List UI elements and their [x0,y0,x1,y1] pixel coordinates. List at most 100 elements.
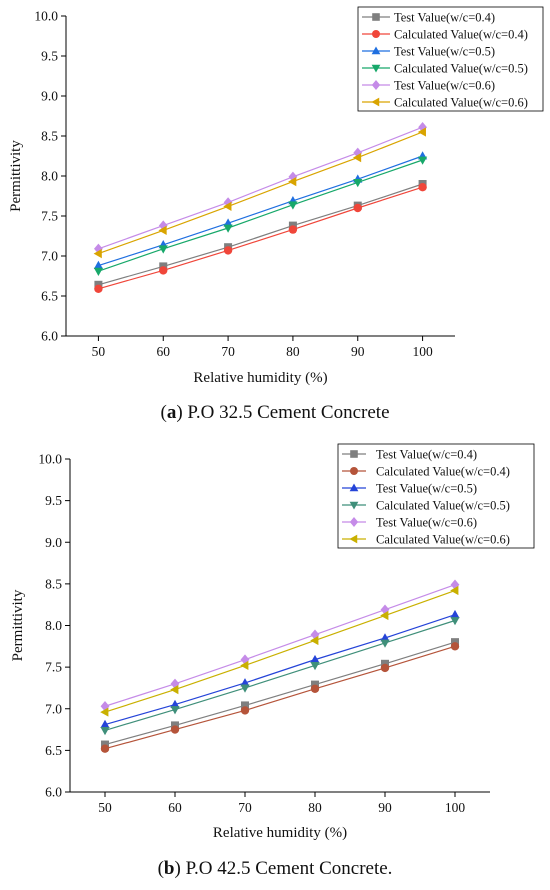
chart-2-legend: Test Value(w/c=0.4) Calculated Value(w/c=… [337,443,535,549]
chart-2-series-5-point [310,629,320,640]
chart-1-x-tick-label: 60 [157,344,171,359]
chart-2-series-2-point [310,684,320,693]
chart-1-legend-swatch-marker [371,46,381,55]
chart-2-series-6-point [100,707,109,717]
chart-2-series-3-line [104,614,456,726]
chart-1-series-4-point [223,224,233,233]
chart-1-series-4-point [93,267,104,276]
chart-2-y-tick-label: 10.0 [38,452,62,467]
chart-2-series-2-line [104,645,456,750]
chart-2-series-3-point [170,699,180,708]
chart-1-series-2-point [353,203,362,213]
chart-2-series-2-point [450,642,460,651]
chart-1-series-2-point [418,183,427,192]
chart-1-y-tick-label: 10.0 [34,9,58,24]
chart-2-series-4 [100,617,460,736]
chart-1-series-6-line [98,131,423,255]
chart-2-x-tick-label: 70 [238,800,252,815]
chart-1-series-4-point [353,179,363,188]
chart-2-y-tick-label: 6.0 [45,785,62,800]
chart-1-x-tick-label: 70 [221,344,235,359]
chart-1-series-6-point [417,127,426,137]
chart-2-y-tick-label: 6.5 [45,743,62,758]
chart-2-legend-label: Calculated Value(w/c=0.4) [376,464,510,478]
chart-2-series-1-line [104,641,456,746]
chart-1-caption-label: a [167,402,177,423]
chart-2-series-4-point [240,684,250,693]
chart-2-series-3 [100,609,460,728]
chart-2-series-4-point [170,706,180,715]
chart-1-legend-swatch-marker [372,30,380,38]
chart-2-series-2 [100,642,460,753]
chart-2-y-tick-label: 9.0 [45,535,62,550]
chart-1-series-5-line [98,126,423,250]
chart-1-series-6-point [223,201,232,211]
chart-2-series-4-point [100,726,110,736]
chart-1-series-6-point [352,153,362,163]
chart-1-y-tick-label: 9.0 [41,89,58,104]
chart-2-legend-swatch-marker [349,501,359,510]
chart-1-series-3-point [93,260,104,269]
chart-2-series-6 [100,585,459,717]
chart-2-legend-box [337,443,535,549]
chart-2-legend-label: Test Value(w/c=0.5) [376,481,477,495]
chart-2-x-tick-label: 100 [445,800,466,815]
chart-2-series-6-point [240,660,249,671]
chart-2-series-6-point [310,635,319,646]
chart-2-series-6-point [450,585,459,596]
chart-2-legend-label: Calculated Value(w/c=0.5) [376,498,510,512]
chart-1-x-axis-title: Relative humidity (%) [193,370,327,386]
chart-1-series-6-point [288,177,297,187]
chart-2-x-tick-label: 60 [168,800,182,815]
chart-2-caption-label: b [164,858,175,879]
chart-1-legend-swatch-marker [371,97,380,107]
chart-2-series-6-point [170,685,179,695]
chart-1-legend-box [357,6,544,112]
chart-2-series-4-point [310,662,320,671]
chart-1-y-tick-label: 8.0 [41,169,58,184]
chart-1-caption: (a) P.O 32.5 Cement Concrete [160,402,389,423]
chart-1-y-tick-label: 6.5 [41,289,58,304]
chart-2-series-4-point [380,639,390,648]
chart-1-series-4-point [158,245,168,254]
chart-1-series-4-point [417,156,428,165]
chart-2-series-6-point [380,610,389,621]
chart-2-legend-swatch-marker [349,517,359,527]
chart-1-legend-swatch-marker [371,64,381,73]
chart-1-legend: Test Value(w/c=0.4) Calculated Value(w/c=… [357,6,544,112]
chart-1-x-tick-label: 50 [92,344,106,359]
chart-2-y-tick-label: 7.5 [45,660,62,675]
chart-1-series-4-line [98,159,423,272]
chart-1-series-5-point [353,147,363,158]
chart-2-legend-swatch-marker [349,483,359,492]
chart-2-series-2-point [240,706,250,715]
chart-2-series-2-point [380,663,390,673]
chart-1-y-tick-label: 9.5 [41,49,58,64]
chart-2: 6.0 6.5 7.0 7.5 8.0 8.5 9.0 9.5 10.0 50 60 70 80 90 10… [10,443,535,879]
chart-1-y-tick-label: 6.0 [41,329,58,344]
chart-1-series-2-line [98,186,423,290]
chart-1-series-2-point [159,266,168,275]
chart-2-x-tick-label: 80 [308,800,322,815]
chart-2-y-tick-label: 8.5 [45,576,62,591]
chart-1-series-2-point [223,246,233,255]
chart-1-legend-label: Calculated Value(w/c=0.4) [394,27,528,41]
chart-2-series-3-point [100,719,110,728]
chart-1-x-tick-label: 90 [351,344,365,359]
chart-1-y-tick-label: 7.5 [41,209,58,224]
chart-1-series-1-line [98,183,423,286]
chart-1-legend-label: Test Value(w/c=0.4) [394,10,495,24]
chart-2-x-tick-label: 50 [98,800,112,815]
chart-1-legend-swatch-marker [372,13,380,21]
chart-2-series-5-line [104,584,456,707]
chart-2-legend-label: Test Value(w/c=0.4) [376,447,477,461]
chart-2-legend-swatch-marker [349,534,358,544]
chart-2-series-3-point [310,654,320,664]
chart-1-legend-swatch-marker [371,80,381,90]
chart-1-legend-label: Test Value(w/c=0.6) [394,78,495,92]
chart-1-series-6-point [158,225,167,235]
chart-2-y-tick-label: 9.5 [45,493,62,508]
chart-1-x-tick-label: 100 [412,344,433,359]
chart-2-caption: (b) P.O 42.5 Cement Concrete. [158,858,393,879]
